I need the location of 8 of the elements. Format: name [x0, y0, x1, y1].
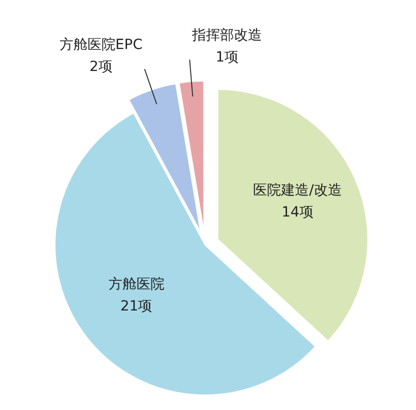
slice-label: 医院建造/改造	[253, 182, 342, 198]
data-label: 21项	[120, 298, 152, 314]
slice-label: 方舱医院	[108, 276, 164, 292]
data-label: 1项	[216, 50, 239, 66]
slice-label: 指挥部改造	[191, 28, 262, 44]
data-label: 2项	[90, 59, 112, 76]
data-label: 14项	[282, 204, 314, 220]
slice-label: 方舱医院EPC	[59, 37, 143, 54]
